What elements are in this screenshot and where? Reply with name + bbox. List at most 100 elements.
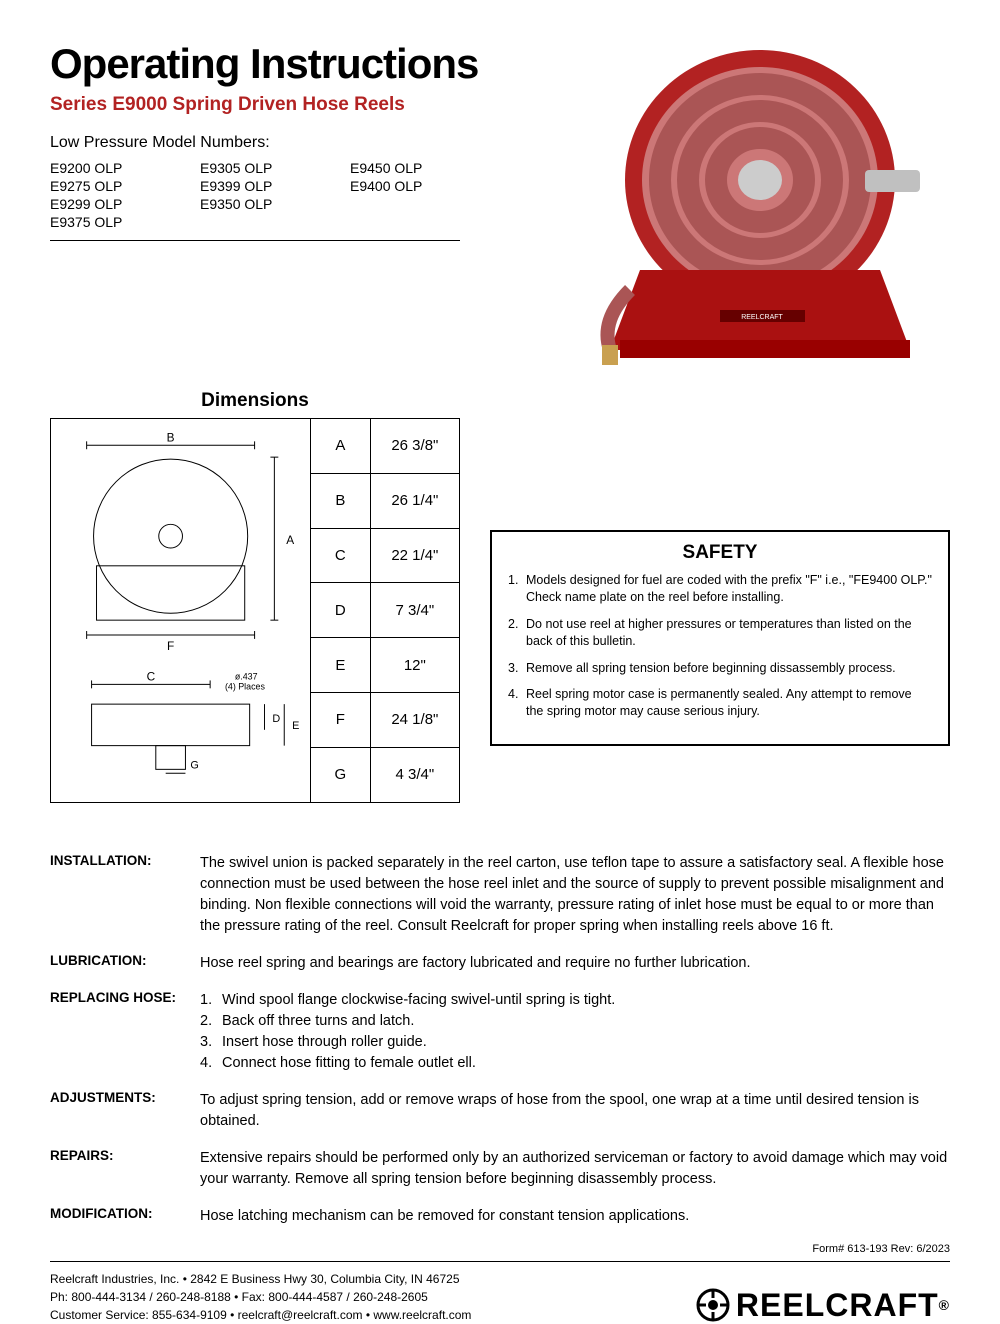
- dimension-value: 22 1/4": [370, 528, 459, 583]
- section-row: REPLACING HOSE:1.Wind spool flange clock…: [50, 990, 950, 1074]
- dimension-value: 26 3/8": [370, 419, 459, 473]
- section-list-item: 1.Wind spool flange clockwise-facing swi…: [200, 990, 950, 1011]
- safety-title: SAFETY: [508, 542, 932, 564]
- safety-item-text: Do not use reel at higher pressures or t…: [526, 616, 932, 650]
- model-number: E9399 OLP: [200, 178, 320, 194]
- section-row: LUBRICATION:Hose reel spring and bearing…: [50, 953, 950, 974]
- dimension-value: 12": [370, 638, 459, 693]
- section-label: INSTALLATION:: [50, 853, 200, 937]
- model-number: E9305 OLP: [200, 160, 320, 176]
- section-body: Hose reel spring and bearings are factor…: [200, 953, 950, 974]
- svg-text:E: E: [292, 720, 299, 732]
- model-number: E9200 OLP: [50, 160, 170, 176]
- dimensions-table: A26 3/8"B26 1/4"C22 1/4"D7 3/4"E12"F24 1…: [311, 419, 459, 802]
- models-label: Low Pressure Model Numbers:: [50, 134, 540, 152]
- models-rule: [50, 240, 460, 241]
- dimension-value: 4 3/4": [370, 747, 459, 801]
- section-row: REPAIRS:Extensive repairs should be perf…: [50, 1148, 950, 1190]
- footer-text: Reelcraft Industries, Inc. • 2842 E Busi…: [50, 1270, 471, 1324]
- footer-rule: [50, 1261, 950, 1262]
- dimension-label: G: [311, 747, 370, 801]
- dimensions-diagram: B A F C ø.437: [51, 419, 311, 802]
- header-row: Operating Instructions Series E9000 Spri…: [50, 40, 950, 380]
- svg-text:REELCRAFT: REELCRAFT: [741, 314, 783, 321]
- dimensions-content: B A F C ø.437: [50, 418, 460, 803]
- dimension-value: 26 1/4": [370, 473, 459, 528]
- safety-item: 2.Do not use reel at higher pressures or…: [508, 616, 932, 650]
- svg-text:G: G: [190, 759, 198, 771]
- section-row: ADJUSTMENTS:To adjust spring tension, ad…: [50, 1090, 950, 1132]
- model-number: E9275 OLP: [50, 178, 170, 194]
- dimension-row: G4 3/4": [311, 747, 459, 801]
- dimension-label: F: [311, 692, 370, 747]
- dimension-row: A26 3/8": [311, 419, 459, 473]
- safety-item-number: 4.: [508, 686, 526, 720]
- section-label: MODIFICATION:: [50, 1206, 200, 1227]
- list-number: 4.: [200, 1053, 222, 1074]
- safety-item-number: 1.: [508, 572, 526, 606]
- section-row: INSTALLATION:The swivel union is packed …: [50, 853, 950, 937]
- dimensions-title: Dimensions: [50, 390, 460, 412]
- dimension-row: C22 1/4": [311, 528, 459, 583]
- section-body: To adjust spring tension, add or remove …: [200, 1090, 950, 1132]
- list-number: 1.: [200, 990, 222, 1011]
- dimension-label: C: [311, 528, 370, 583]
- logo-icon: [696, 1288, 730, 1322]
- safety-item-number: 2.: [508, 616, 526, 650]
- svg-text:F: F: [167, 639, 174, 653]
- model-number: E9299 OLP: [50, 196, 170, 212]
- dimension-label: A: [311, 419, 370, 473]
- model-number: E9350 OLP: [200, 196, 320, 212]
- dimension-row: E12": [311, 638, 459, 693]
- dimension-row: D7 3/4": [311, 583, 459, 638]
- section-row: MODIFICATION:Hose latching mechanism can…: [50, 1206, 950, 1227]
- section-label: ADJUSTMENTS:: [50, 1090, 200, 1132]
- section-list-item: 2.Back off three turns and latch.: [200, 1011, 950, 1032]
- section-body: The swivel union is packed separately in…: [200, 853, 950, 937]
- product-image: REELCRAFT: [570, 40, 950, 380]
- dimension-value: 24 1/8": [370, 692, 459, 747]
- section-body: Hose latching mechanism can be removed f…: [200, 1206, 950, 1227]
- section-list-item: 3.Insert hose through roller guide.: [200, 1032, 950, 1053]
- dimension-label: D: [311, 583, 370, 638]
- section-body: Extensive repairs should be performed on…: [200, 1148, 950, 1190]
- section-label: REPLACING HOSE:: [50, 990, 200, 1074]
- list-text: Insert hose through roller guide.: [222, 1032, 427, 1053]
- page-subtitle: Series E9000 Spring Driven Hose Reels: [50, 94, 540, 116]
- svg-text:(4) Places: (4) Places: [225, 681, 266, 691]
- model-number: [350, 214, 470, 230]
- models-grid: E9200 OLPE9305 OLPE9450 OLPE9275 OLPE939…: [50, 160, 540, 230]
- logo-text: REELCRAFT: [736, 1287, 939, 1324]
- safety-item: 3.Remove all spring tension before begin…: [508, 660, 932, 677]
- form-number: Form# 613-193 Rev: 6/2023: [50, 1243, 950, 1255]
- section-body: 1.Wind spool flange clockwise-facing swi…: [200, 990, 950, 1074]
- safety-item-text: Remove all spring tension before beginni…: [526, 660, 896, 677]
- safety-item-text: Models designed for fuel are coded with …: [526, 572, 932, 606]
- svg-text:A: A: [286, 533, 294, 547]
- list-number: 2.: [200, 1011, 222, 1032]
- svg-text:D: D: [272, 713, 280, 725]
- model-number: [350, 196, 470, 212]
- hose-reel-illustration: REELCRAFT: [570, 40, 950, 380]
- footer-line2: Ph: 800-444-3134 / 260-248-8188 • Fax: 8…: [50, 1288, 471, 1306]
- footer-line1: Reelcraft Industries, Inc. • 2842 E Busi…: [50, 1270, 471, 1288]
- svg-text:ø.437: ø.437: [235, 671, 258, 681]
- safety-list: 1.Models designed for fuel are coded wit…: [508, 572, 932, 720]
- list-number: 3.: [200, 1032, 222, 1053]
- section-list-item: 4.Connect hose fitting to female outlet …: [200, 1053, 950, 1074]
- dimension-value: 7 3/4": [370, 583, 459, 638]
- svg-text:C: C: [147, 669, 156, 683]
- page-title: Operating Instructions: [50, 40, 540, 88]
- footer-line3: Customer Service: 855-634-9109 • reelcra…: [50, 1306, 471, 1324]
- safety-box: SAFETY 1.Models designed for fuel are co…: [490, 530, 950, 746]
- model-number: [200, 214, 320, 230]
- mid-row: Dimensions B A: [50, 390, 950, 803]
- header-left: Operating Instructions Series E9000 Spri…: [50, 40, 540, 380]
- reelcraft-logo: REELCRAFT®: [696, 1287, 950, 1324]
- safety-item: 1.Models designed for fuel are coded wit…: [508, 572, 932, 606]
- model-number: E9400 OLP: [350, 178, 470, 194]
- list-text: Wind spool flange clockwise-facing swive…: [222, 990, 615, 1011]
- logo-trademark: ®: [939, 1297, 950, 1313]
- footer: Reelcraft Industries, Inc. • 2842 E Busi…: [50, 1270, 950, 1324]
- safety-item-number: 3.: [508, 660, 526, 677]
